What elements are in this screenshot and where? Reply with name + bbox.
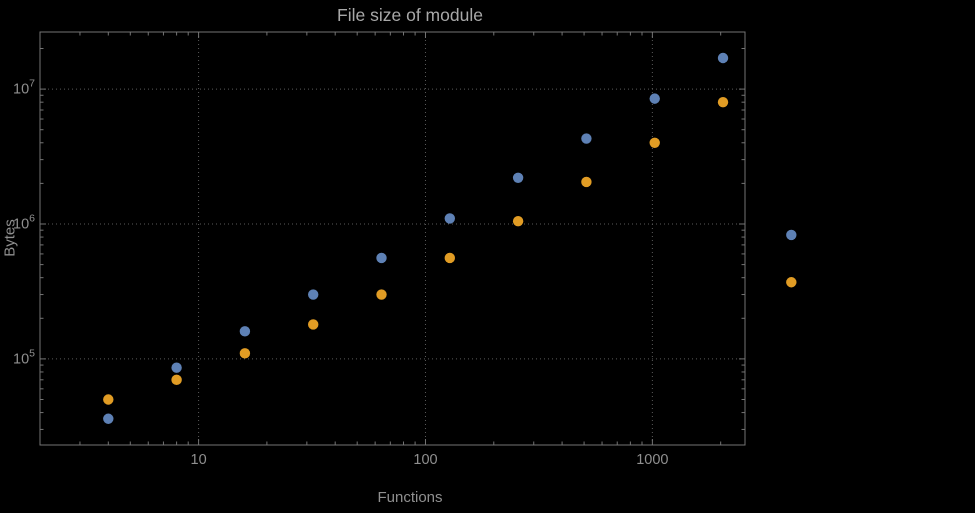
x-axis-label: Functions [377, 489, 443, 506]
data-point [171, 362, 182, 373]
data-point [649, 137, 660, 148]
data-point [376, 252, 387, 264]
y-tick-label: 107 [13, 78, 35, 98]
data-point [444, 213, 456, 224]
data-point [308, 319, 319, 330]
chart-title: File size of module [337, 5, 483, 25]
x-tick-label: 1000 [636, 452, 668, 468]
data-point [786, 277, 797, 288]
data-point [649, 93, 660, 104]
data-point [239, 326, 251, 337]
plot-frame [39, 31, 746, 446]
axis-ticks [40, 32, 745, 445]
x-tick-label: 100 [413, 452, 437, 468]
gridlines [40, 32, 745, 445]
data-point [103, 413, 114, 424]
data-point [103, 394, 114, 405]
data-point [581, 133, 592, 144]
x-tick-label: 10 [191, 452, 207, 468]
data-point [308, 289, 319, 300]
data-point [581, 176, 592, 188]
data-point [171, 374, 182, 385]
data-point [786, 229, 797, 241]
series-1-points [103, 52, 797, 424]
data-point [444, 252, 456, 264]
series-2-points [103, 96, 797, 405]
data-point [512, 172, 524, 184]
data-point [717, 52, 729, 64]
data-point [512, 215, 524, 227]
data-point [239, 348, 251, 359]
data-point [376, 289, 387, 300]
data-point [717, 96, 729, 108]
x-tick-labels: 10 100 1000 [191, 452, 669, 468]
y-axis-label: Bytes [1, 219, 19, 257]
y-tick-label: 105 [13, 347, 35, 367]
